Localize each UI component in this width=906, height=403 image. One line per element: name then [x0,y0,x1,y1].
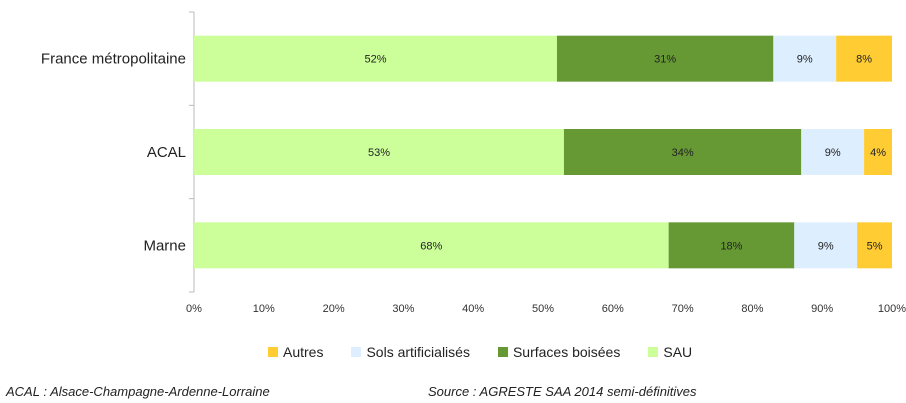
footer-source: Source : AGRESTE SAA 2014 semi-définitiv… [428,384,697,399]
x-tick-label: 40% [462,303,484,315]
bar-surfaces-boisees-marne [668,222,795,269]
legend-item-sols-artificialises: Sols artificialisés [351,344,470,360]
x-tick-label: 60% [602,303,624,315]
bar-label-autres-france-metropolitaine: 8% [856,54,872,66]
legend-item-sau: SAU [648,344,692,360]
bar-surfaces-boisees-acal [563,129,802,175]
x-tick-label: 50% [532,303,554,315]
legend-swatch-sau [648,347,659,357]
bar-label-autres-acal: 4% [870,147,886,159]
legend-label-sau: SAU [663,344,693,360]
bar-sols-artificialises-acal [801,129,865,175]
bar-label-sols-artificialises-acal: 9% [825,147,841,159]
bar-label-autres-marne: 5% [867,240,883,252]
x-tick-label: 80% [741,303,763,315]
category-label-marne: Marne [143,237,186,254]
x-tick-label: 20% [323,303,345,315]
bar-sau-france-metropolitaine [194,35,557,82]
chart-legend: Autres Sols artificialisés Surfaces bois… [268,344,720,360]
x-tick-label: 100% [878,303,906,315]
legend-label-surfaces-boisees: Surfaces boisées [512,344,621,360]
bar-sau-marne [194,222,669,269]
bar-label-sols-artificialises-marne: 9% [818,240,834,252]
x-tick-label: 70% [672,303,694,315]
bar-surfaces-boisees-france-metropolitaine [556,35,774,82]
x-tick-label: 90% [811,303,833,315]
bar-sols-artificialises-marne [794,222,858,269]
legend-swatch-surfaces-boisees [497,347,508,357]
footer-acal-note: ACAL : Alsace-Champagne-Ardenne-Lorraine [6,384,270,399]
x-tick-label: 0% [186,303,202,315]
legend-label-sols-artificialises: Sols artificialisés [366,344,470,360]
bar-label-surfaces-boisees-acal: 34% [672,147,694,159]
legend-item-surfaces-boisees: Surfaces boisées [497,344,621,360]
bar-sols-artificialises-france-metropolitaine [773,35,837,82]
bar-sau-acal [194,129,564,175]
bar-label-sau-france-metropolitaine: 52% [364,54,386,66]
bar-label-sau-marne: 68% [420,240,442,252]
stacked-bar-chart: 52% 31% 9% 8% France métropolitaine 53% 34% 9% 4… [41,11,906,315]
bar-autres-marne [857,222,892,269]
bar-autres-france-metropolitaine [836,35,892,82]
bar-label-surfaces-boisees-france-metropolitaine: 31% [654,54,676,66]
legend-swatch-sols-artificialises [351,347,362,357]
bar-label-surfaces-boisees-marne: 18% [720,240,742,252]
category-label-acal: ACAL [147,144,186,161]
x-tick-label: 30% [392,303,414,315]
legend-label-autres: Autres [283,344,324,360]
legend-swatch-autres [268,347,278,357]
legend-item-autres: Autres [268,344,323,360]
bar-autres-acal [864,129,892,175]
bar-label-sau-acal: 53% [368,147,390,159]
category-label-france-metropolitaine: France métropolitaine [41,51,186,68]
x-tick-label: 10% [253,303,275,315]
bar-label-sols-artificialises-france-metropolitaine: 9% [797,54,813,66]
